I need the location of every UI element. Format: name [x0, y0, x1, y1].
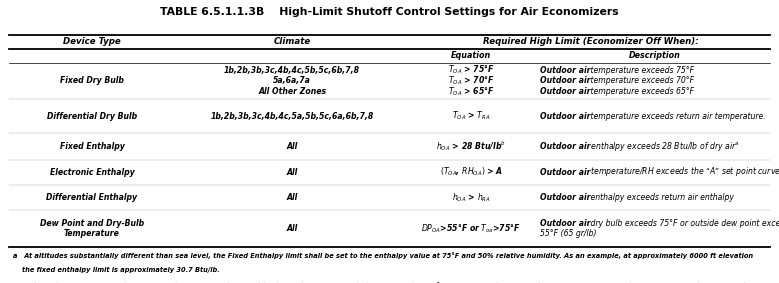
- Text: Temperature: Temperature: [64, 229, 120, 238]
- Text: All: All: [287, 142, 298, 151]
- Text: enthalpy exceeds 28 Btu/lb of dry air$^a$: enthalpy exceeds 28 Btu/lb of dry air$^a…: [588, 140, 739, 153]
- Text: $T_{OA}$ > 70°F: $T_{OA}$ > 70°F: [448, 75, 495, 87]
- Text: Outdoor air: Outdoor air: [540, 66, 590, 75]
- Text: Outdoor air: Outdoor air: [540, 168, 590, 177]
- Text: Electronic Enthalpy: Electronic Enthalpy: [50, 168, 134, 177]
- Text: Outdoor air: Outdoor air: [540, 87, 590, 96]
- Text: Dew Point and Dry-Bulb: Dew Point and Dry-Bulb: [40, 218, 144, 228]
- Text: 55°F (65 gr/lb): 55°F (65 gr/lb): [540, 229, 597, 238]
- Text: $T_{OA}$ > 65°F: $T_{OA}$ > 65°F: [448, 85, 495, 98]
- Text: b   Set point “A” corresponds to a curve on the psychometric chart that goes thr: b Set point “A” corresponds to a curve o…: [13, 282, 751, 283]
- Text: temperature exceeds 75°F: temperature exceeds 75°F: [588, 66, 694, 75]
- Text: Outdoor air: Outdoor air: [540, 218, 590, 228]
- Text: Differential Enthalpy: Differential Enthalpy: [47, 193, 137, 202]
- Text: Fixed Dry Bulb: Fixed Dry Bulb: [60, 76, 124, 85]
- Text: All Other Zones: All Other Zones: [258, 87, 326, 96]
- Text: temperature exceeds 70°F: temperature exceeds 70°F: [588, 76, 694, 85]
- Text: temperature exceeds return air temperature.: temperature exceeds return air temperatu…: [588, 112, 766, 121]
- Text: dry bulb exceeds 75°F or outside dew point exceeds: dry bulb exceeds 75°F or outside dew poi…: [588, 218, 779, 228]
- Text: Required High Limit (Economizer Off When):: Required High Limit (Economizer Off When…: [484, 37, 699, 46]
- Text: Outdoor air: Outdoor air: [540, 142, 590, 151]
- Text: Description: Description: [629, 51, 680, 60]
- Text: enthalpy exceeds return air enthalpy: enthalpy exceeds return air enthalpy: [588, 193, 734, 202]
- Text: $T_{OA}$ > 75°F: $T_{OA}$ > 75°F: [448, 64, 495, 76]
- Text: $T_{OA}$ > $T_{RA}$: $T_{OA}$ > $T_{RA}$: [452, 110, 491, 122]
- Text: All: All: [287, 193, 298, 202]
- Text: 5a,6a,7a: 5a,6a,7a: [273, 76, 311, 85]
- Text: All: All: [287, 168, 298, 177]
- Text: TABLE 6.5.1.1.3B    High-Limit Shutoff Control Settings for Air Economizers: TABLE 6.5.1.1.3B High-Limit Shutoff Cont…: [160, 7, 619, 17]
- Text: temperature/RH exceeds the “A” set point curve$^b$: temperature/RH exceeds the “A” set point…: [588, 165, 779, 179]
- Text: Outdoor air: Outdoor air: [540, 112, 590, 121]
- Text: Differential Dry Bulb: Differential Dry Bulb: [47, 112, 137, 121]
- Text: Device Type: Device Type: [63, 37, 121, 46]
- Text: Fixed Enthalpy: Fixed Enthalpy: [59, 142, 125, 151]
- Text: 1b,2b,3b,3c,4b,4c,5a,5b,5c,6a,6b,7,8: 1b,2b,3b,3c,4b,4c,5a,5b,5c,6a,6b,7,8: [210, 112, 374, 121]
- Text: Climate: Climate: [273, 37, 311, 46]
- Text: the fixed enthalpy limit is approximately 30.7 Btu/lb.: the fixed enthalpy limit is approximatel…: [13, 267, 220, 273]
- Text: Outdoor air: Outdoor air: [540, 193, 590, 202]
- Text: Outdoor air: Outdoor air: [540, 76, 590, 85]
- Text: a   At altitudes substantially different than sea level, the Fixed Enthalpy limi: a At altitudes substantially different t…: [13, 252, 753, 259]
- Text: 1b,2b,3b,3c,4b,4c,5b,5c,6b,7,8: 1b,2b,3b,3c,4b,4c,5b,5c,6b,7,8: [224, 66, 360, 75]
- Text: $h_{OA}$ > $h_{RA}$: $h_{OA}$ > $h_{RA}$: [452, 191, 491, 203]
- Text: Equation: Equation: [451, 51, 492, 60]
- Text: $h_{OA}$ > 28 Btu/lb$^b$: $h_{OA}$ > 28 Btu/lb$^b$: [436, 140, 506, 153]
- Text: All: All: [287, 224, 298, 233]
- Text: $DP_{OA}$>55°F or $T_{oa}$>75°F: $DP_{OA}$>55°F or $T_{oa}$>75°F: [421, 222, 521, 235]
- Text: $(T_{OA}$, $RH_{OA})$ > A: $(T_{OA}$, $RH_{OA})$ > A: [439, 166, 503, 179]
- Text: temperature exceeds 65°F: temperature exceeds 65°F: [588, 87, 694, 96]
